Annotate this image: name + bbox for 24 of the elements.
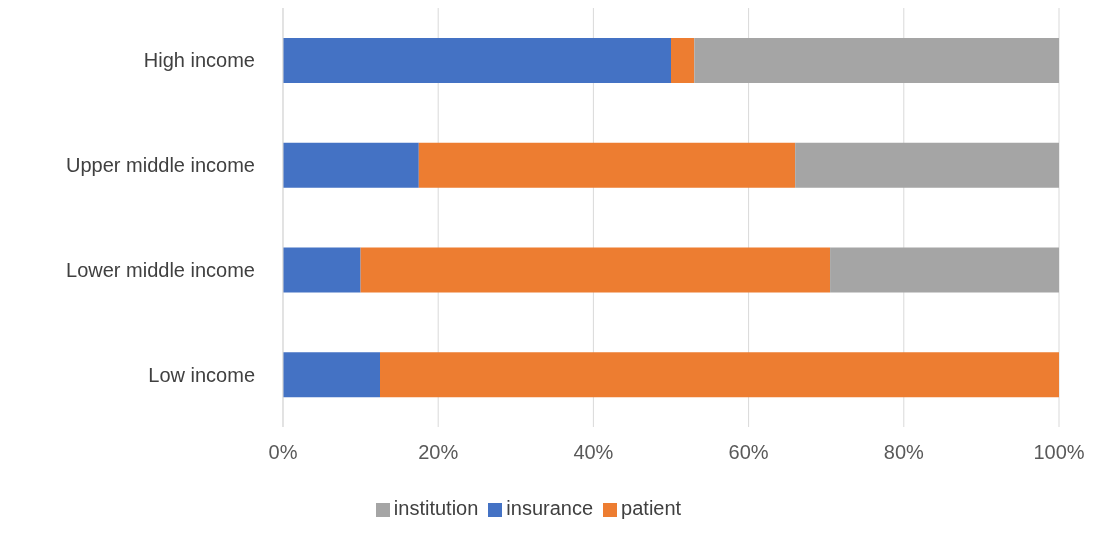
legend-label: institution: [393, 497, 479, 519]
x-tick-label: 20%: [418, 441, 459, 464]
bar: [830, 247, 1059, 293]
bar: [380, 352, 1059, 398]
legend-label: insurance: [506, 497, 594, 519]
x-tick-label: 60%: [728, 441, 769, 464]
x-tick-label: 0%: [268, 441, 298, 464]
x-tick-label: 40%: [573, 441, 614, 464]
bar: [418, 142, 796, 188]
bar: [283, 352, 380, 398]
y-tick-label: High income: [143, 49, 255, 72]
bar: [283, 142, 419, 188]
bar: [283, 247, 361, 293]
x-tick-label: 80%: [883, 441, 925, 464]
y-tick-label: Lower middle income: [66, 258, 255, 281]
bar: [360, 247, 831, 293]
y-tick-label: Upper middle income: [66, 154, 255, 177]
bar: [694, 38, 1059, 83]
bar: [795, 142, 1059, 188]
x-tick-label: 100%: [1033, 441, 1085, 464]
bar: [283, 38, 671, 83]
bar: [671, 38, 695, 83]
legend-label: patient: [621, 497, 682, 519]
y-tick-label: Low income: [148, 363, 255, 386]
